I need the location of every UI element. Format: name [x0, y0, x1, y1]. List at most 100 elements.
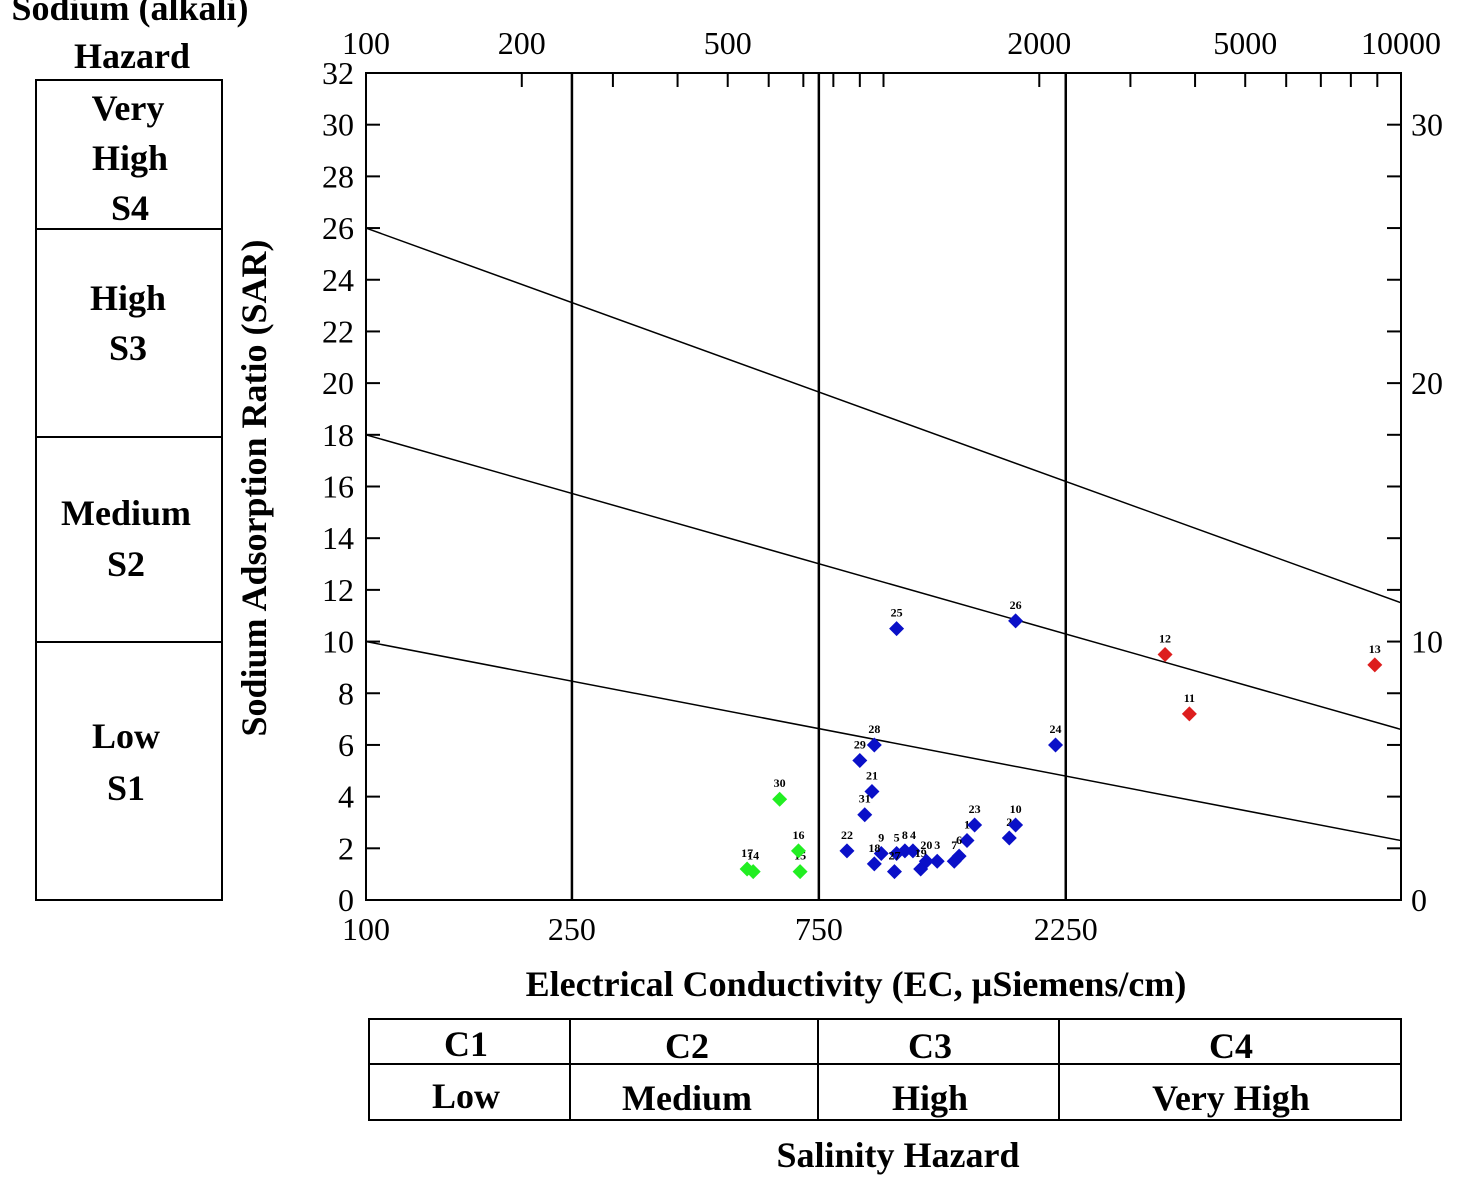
sodium-class-s2-label: Medium: [61, 493, 191, 533]
data-point-label: 22: [841, 828, 853, 842]
salinity-c1-label: Low: [432, 1076, 500, 1116]
data-point-label: 9: [878, 830, 884, 844]
sodium-class-s4-line1: Very: [92, 88, 165, 128]
data-point-label: 31: [859, 792, 871, 806]
sodium-hazard-box: [35, 79, 223, 901]
data-point-label: 10: [1010, 802, 1022, 816]
class-boundary-lines: [570, 73, 1068, 900]
salinity-hazard-title: Salinity Hazard: [776, 1135, 1019, 1175]
data-points: 1415161730123456789101112131819202122232…: [739, 598, 1383, 880]
salinity-c2-code: C2: [665, 1026, 709, 1066]
salinity-c4-code: C4: [1209, 1026, 1253, 1066]
y-left-tick-label: 14: [322, 520, 354, 556]
y-right-tick-label: 30: [1411, 107, 1443, 143]
data-point-label: 18: [868, 841, 880, 855]
data-point: [886, 864, 902, 880]
x-top-tick-label: 10000: [1361, 25, 1441, 61]
salinity-c4-label: Very High: [1152, 1078, 1310, 1118]
data-point: [790, 843, 806, 859]
y-left-tick-label: 28: [322, 158, 354, 194]
salinity-hazard-table: C1 Low C2 Medium C3 High C4 Very High: [368, 1018, 1402, 1121]
data-point: [839, 843, 855, 859]
data-point-label: 6: [956, 833, 962, 847]
y-left-tick-label: 32: [322, 55, 354, 91]
salinity-c2-label: Medium: [622, 1078, 752, 1118]
data-point: [889, 621, 905, 637]
salinity-table-frame: [368, 1018, 1402, 1121]
data-point-label: 27: [888, 849, 900, 863]
data-point-label: 8: [902, 828, 908, 842]
data-point-label: 30: [774, 776, 786, 790]
data-point-label: 20: [920, 838, 932, 852]
data-point: [866, 856, 882, 872]
data-point: [1157, 646, 1173, 662]
data-point: [967, 817, 983, 833]
x-top-tick-label: 2000: [1007, 25, 1071, 61]
y-left-tick-label: 16: [322, 469, 354, 505]
y-left-tick-label: 24: [322, 262, 354, 298]
y-left-tick-label: 10: [322, 624, 354, 660]
data-point: [1008, 817, 1024, 833]
y-left-tick-label: 22: [322, 313, 354, 349]
data-point: [1367, 657, 1383, 673]
data-point-label: 23: [969, 802, 981, 816]
data-point: [866, 737, 882, 753]
sodium-hazard-panel: Sodium (alkali) Hazard Very High S4 High…: [11, 0, 249, 901]
data-point-label: 3: [934, 838, 940, 852]
data-point-label: 26: [1010, 598, 1022, 612]
data-point: [852, 752, 868, 768]
sodium-class-s3-code: S3: [109, 328, 147, 368]
y-right-tick-label: 10: [1411, 624, 1443, 660]
data-point-label: 5: [894, 830, 900, 844]
data-point-label: 17: [741, 846, 753, 860]
sodium-class-s2-code: S2: [107, 544, 145, 584]
y-left-tick-label: 30: [322, 107, 354, 143]
data-point-label: 4: [910, 828, 916, 842]
data-point: [792, 864, 808, 880]
salinity-c3-code: C3: [908, 1026, 952, 1066]
y-left-tick-label: 18: [322, 417, 354, 453]
data-point-label: 24: [1050, 722, 1062, 736]
data-point-label: 13: [1369, 642, 1381, 656]
y-left-tick-label: 6: [338, 727, 354, 763]
sodium-class-s4-line2: High: [92, 138, 168, 178]
sar-hazard-line: [365, 434, 1402, 731]
data-point-label: 29: [854, 737, 866, 751]
data-point-label: 11: [1184, 691, 1195, 705]
y-left-tick-label: 4: [338, 779, 354, 815]
y-right-tick-label: 20: [1411, 365, 1443, 401]
x-bottom-tick-label: 250: [548, 911, 596, 947]
data-point: [959, 833, 975, 849]
data-point: [1001, 830, 1017, 846]
x-top-tick-label: 200: [498, 25, 546, 61]
data-point-label: 28: [868, 722, 880, 736]
y-right-tick-label: 0: [1411, 882, 1427, 918]
data-point: [918, 853, 934, 869]
y-left-tick-label: 26: [322, 210, 354, 246]
data-point: [857, 807, 873, 823]
data-point: [905, 843, 921, 859]
data-point-label: 14: [747, 849, 759, 863]
plot-area: [365, 72, 1402, 901]
data-point: [946, 853, 962, 869]
sodium-class-s1-code: S1: [107, 768, 145, 808]
data-point: [897, 843, 913, 859]
y-left-tick-label: 2: [338, 830, 354, 866]
data-point-label: 12: [1159, 631, 1171, 645]
sodium-class-s3-label: High: [90, 278, 166, 318]
y-left-tick-label: 0: [338, 882, 354, 918]
y-left-tick-label: 8: [338, 675, 354, 711]
data-point: [864, 783, 880, 799]
y-left-tick-label: 20: [322, 365, 354, 401]
sodium-class-s1-label: Low: [92, 716, 160, 756]
salinity-c3-label: High: [892, 1078, 968, 1118]
sar-hazard-line: [365, 227, 1402, 604]
sar-hazard-line: [365, 640, 1402, 842]
data-point-label: 16: [792, 828, 804, 842]
x-top-tick-label: 5000: [1213, 25, 1277, 61]
salinity-c1-code: C1: [444, 1024, 488, 1064]
data-point: [772, 791, 788, 807]
data-point-label: 2: [1006, 815, 1012, 829]
